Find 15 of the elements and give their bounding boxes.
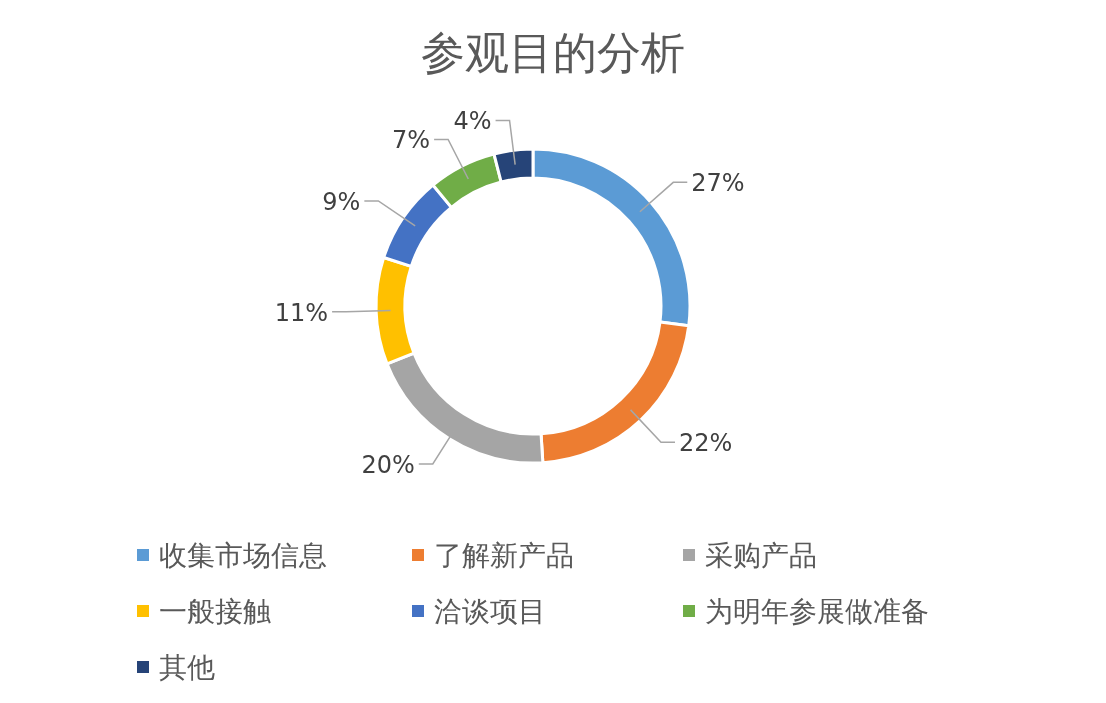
data-label: 9% bbox=[322, 187, 361, 216]
legend-label: 了解新产品 bbox=[434, 539, 574, 572]
legend-label: 其他 bbox=[159, 651, 215, 684]
data-label: 4% bbox=[453, 107, 492, 136]
data-label: 7% bbox=[392, 126, 431, 155]
chart-title: 参观目的分析 bbox=[421, 27, 685, 78]
data-label: 11% bbox=[274, 298, 329, 327]
legend-label: 洽谈项目 bbox=[434, 595, 546, 628]
legend-label: 采购产品 bbox=[705, 539, 817, 572]
data-label: 20% bbox=[361, 450, 415, 479]
data-label: 27% bbox=[691, 169, 745, 198]
legend-label: 为明年参展做准备 bbox=[705, 595, 929, 628]
data-label: 22% bbox=[679, 429, 733, 458]
legend-label: 收集市场信息 bbox=[159, 539, 327, 572]
legend-label: 一般接触 bbox=[159, 595, 271, 628]
